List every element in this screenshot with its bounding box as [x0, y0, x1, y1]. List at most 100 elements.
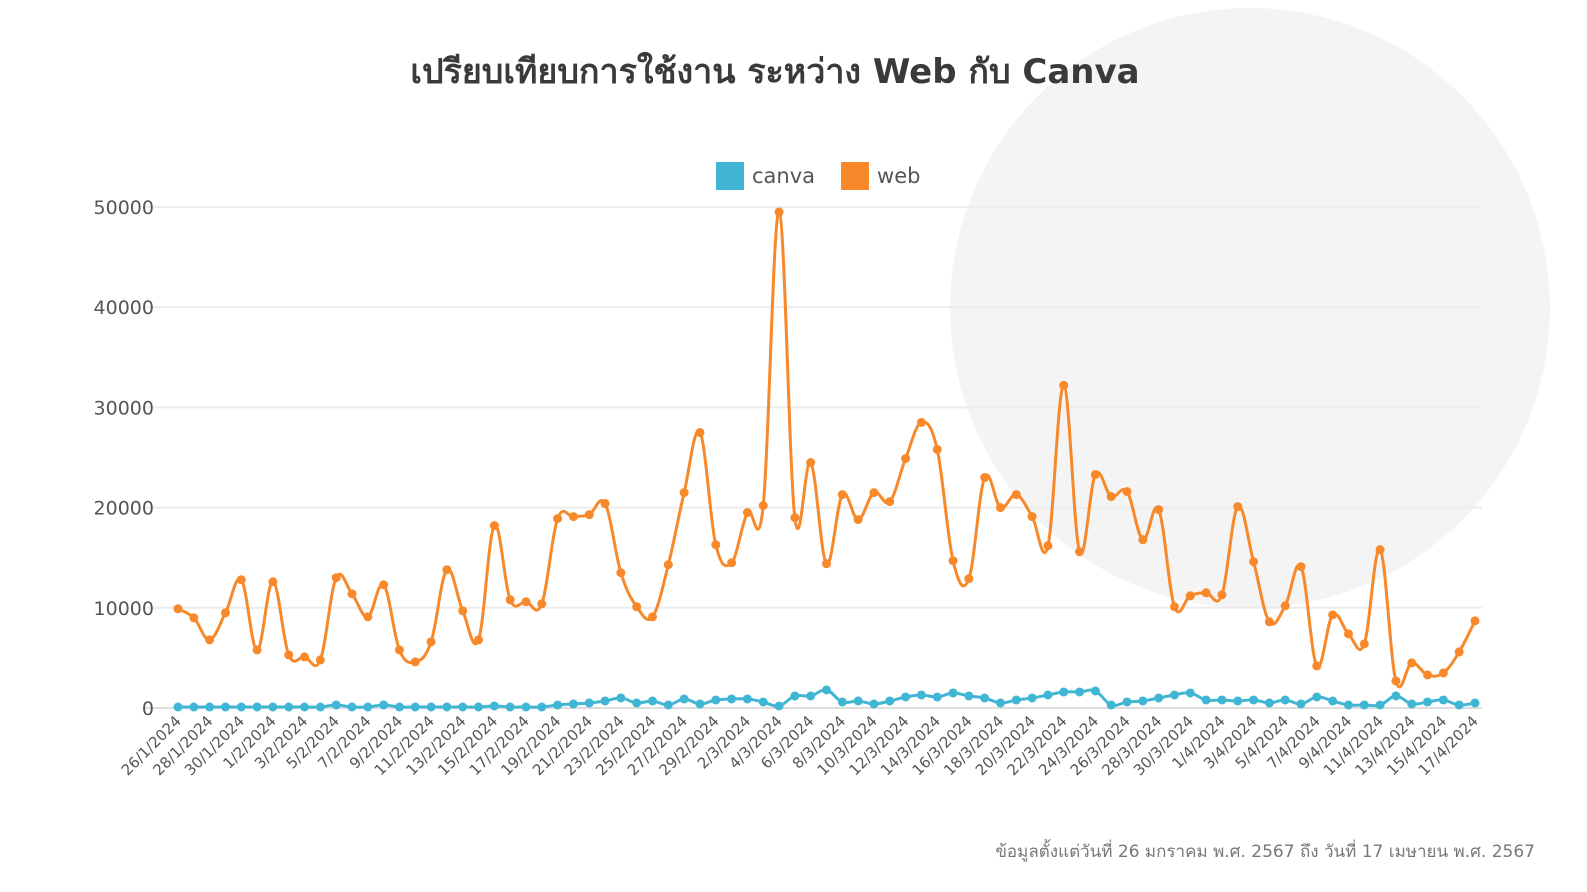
data-point-canva[interactable] [632, 698, 642, 708]
data-point-canva[interactable] [1312, 692, 1322, 702]
data-point-web[interactable] [711, 540, 721, 550]
data-point-web[interactable] [695, 427, 705, 437]
data-point-web[interactable] [568, 512, 578, 522]
data-point-web[interactable] [442, 565, 452, 575]
data-point-web[interactable] [1185, 591, 1195, 601]
data-point-canva[interactable] [1233, 696, 1243, 706]
data-point-canva[interactable] [537, 702, 547, 712]
data-point-web[interactable] [916, 417, 926, 427]
data-point-web[interactable] [790, 513, 800, 523]
data-point-web[interactable] [584, 510, 594, 520]
data-point-web[interactable] [1059, 380, 1069, 390]
data-point-canva[interactable] [727, 694, 737, 704]
data-point-canva[interactable] [1296, 699, 1306, 709]
data-point-web[interactable] [489, 521, 499, 531]
data-point-web[interactable] [648, 612, 658, 622]
data-point-web[interactable] [315, 655, 325, 665]
data-point-web[interactable] [1454, 647, 1464, 657]
data-point-web[interactable] [1043, 541, 1053, 551]
data-point-canva[interactable] [663, 700, 673, 710]
data-point-canva[interactable] [505, 702, 515, 712]
data-point-web[interactable] [1438, 668, 1448, 678]
data-point-web[interactable] [505, 595, 515, 605]
data-point-web[interactable] [331, 573, 341, 583]
data-point-canva[interactable] [1201, 695, 1211, 705]
data-point-web[interactable] [537, 599, 547, 609]
data-point-web[interactable] [1470, 616, 1480, 626]
data-point-web[interactable] [600, 499, 610, 509]
data-point-web[interactable] [1011, 490, 1021, 500]
data-point-web[interactable] [1391, 676, 1401, 686]
data-point-canva[interactable] [236, 702, 246, 712]
data-point-web[interactable] [964, 574, 974, 584]
data-point-web[interactable] [679, 488, 689, 498]
data-point-canva[interactable] [1169, 690, 1179, 700]
data-point-web[interactable] [458, 606, 468, 616]
data-point-canva[interactable] [1154, 693, 1164, 703]
data-point-web[interactable] [1328, 610, 1338, 620]
data-point-canva[interactable] [489, 701, 499, 711]
data-point-web[interactable] [284, 650, 294, 660]
data-point-canva[interactable] [679, 694, 689, 704]
data-point-web[interactable] [1233, 502, 1243, 512]
data-point-canva[interactable] [790, 691, 800, 701]
data-point-canva[interactable] [315, 702, 325, 712]
data-point-canva[interactable] [1122, 697, 1132, 707]
data-point-web[interactable] [980, 473, 990, 483]
data-point-canva[interactable] [521, 702, 531, 712]
data-point-web[interactable] [1138, 535, 1148, 545]
data-point-canva[interactable] [1328, 696, 1338, 706]
data-point-canva[interactable] [220, 702, 230, 712]
data-point-web[interactable] [236, 575, 246, 585]
data-point-canva[interactable] [1138, 696, 1148, 706]
data-point-canva[interactable] [695, 699, 705, 709]
data-point-canva[interactable] [600, 696, 610, 706]
data-point-web[interactable] [822, 559, 831, 569]
data-point-web[interactable] [205, 635, 215, 645]
data-point-web[interactable] [1090, 470, 1100, 480]
data-point-web[interactable] [347, 589, 357, 599]
data-point-canva[interactable] [964, 691, 974, 701]
data-point-canva[interactable] [410, 702, 420, 712]
data-point-web[interactable] [220, 608, 230, 618]
data-point-canva[interactable] [1375, 700, 1385, 710]
data-point-web[interactable] [727, 558, 737, 568]
data-point-web[interactable] [616, 568, 626, 578]
data-point-web[interactable] [1359, 639, 1369, 649]
data-point-web[interactable] [837, 490, 847, 500]
data-point-canva[interactable] [932, 692, 942, 702]
data-point-canva[interactable] [1438, 695, 1448, 705]
data-point-web[interactable] [189, 613, 199, 623]
data-point-web[interactable] [1423, 670, 1433, 680]
data-point-web[interactable] [1375, 545, 1385, 555]
data-point-canva[interactable] [268, 702, 278, 712]
data-point-canva[interactable] [458, 702, 468, 712]
data-point-canva[interactable] [394, 702, 404, 712]
data-point-canva[interactable] [347, 702, 357, 712]
data-point-canva[interactable] [1470, 698, 1480, 708]
data-point-canva[interactable] [901, 692, 911, 702]
data-point-canva[interactable] [1075, 687, 1085, 697]
data-point-canva[interactable] [300, 702, 310, 712]
data-point-web[interactable] [885, 497, 895, 507]
data-point-web[interactable] [1154, 505, 1164, 515]
data-point-canva[interactable] [363, 702, 373, 712]
data-point-canva[interactable] [948, 688, 958, 698]
data-point-canva[interactable] [774, 701, 784, 711]
data-point-web[interactable] [1075, 547, 1085, 557]
data-point-canva[interactable] [205, 702, 215, 712]
data-point-canva[interactable] [426, 702, 436, 712]
data-point-web[interactable] [774, 207, 784, 217]
data-point-canva[interactable] [1027, 693, 1037, 703]
data-point-web[interactable] [1407, 658, 1417, 668]
data-point-canva[interactable] [980, 693, 990, 703]
data-point-canva[interactable] [1249, 695, 1259, 705]
data-point-web[interactable] [474, 635, 484, 645]
data-point-canva[interactable] [568, 699, 578, 709]
data-point-canva[interactable] [1185, 688, 1195, 698]
data-point-canva[interactable] [379, 700, 389, 710]
data-point-web[interactable] [758, 501, 768, 511]
data-point-web[interactable] [995, 503, 1005, 513]
data-point-canva[interactable] [474, 702, 484, 712]
data-point-canva[interactable] [648, 696, 658, 706]
